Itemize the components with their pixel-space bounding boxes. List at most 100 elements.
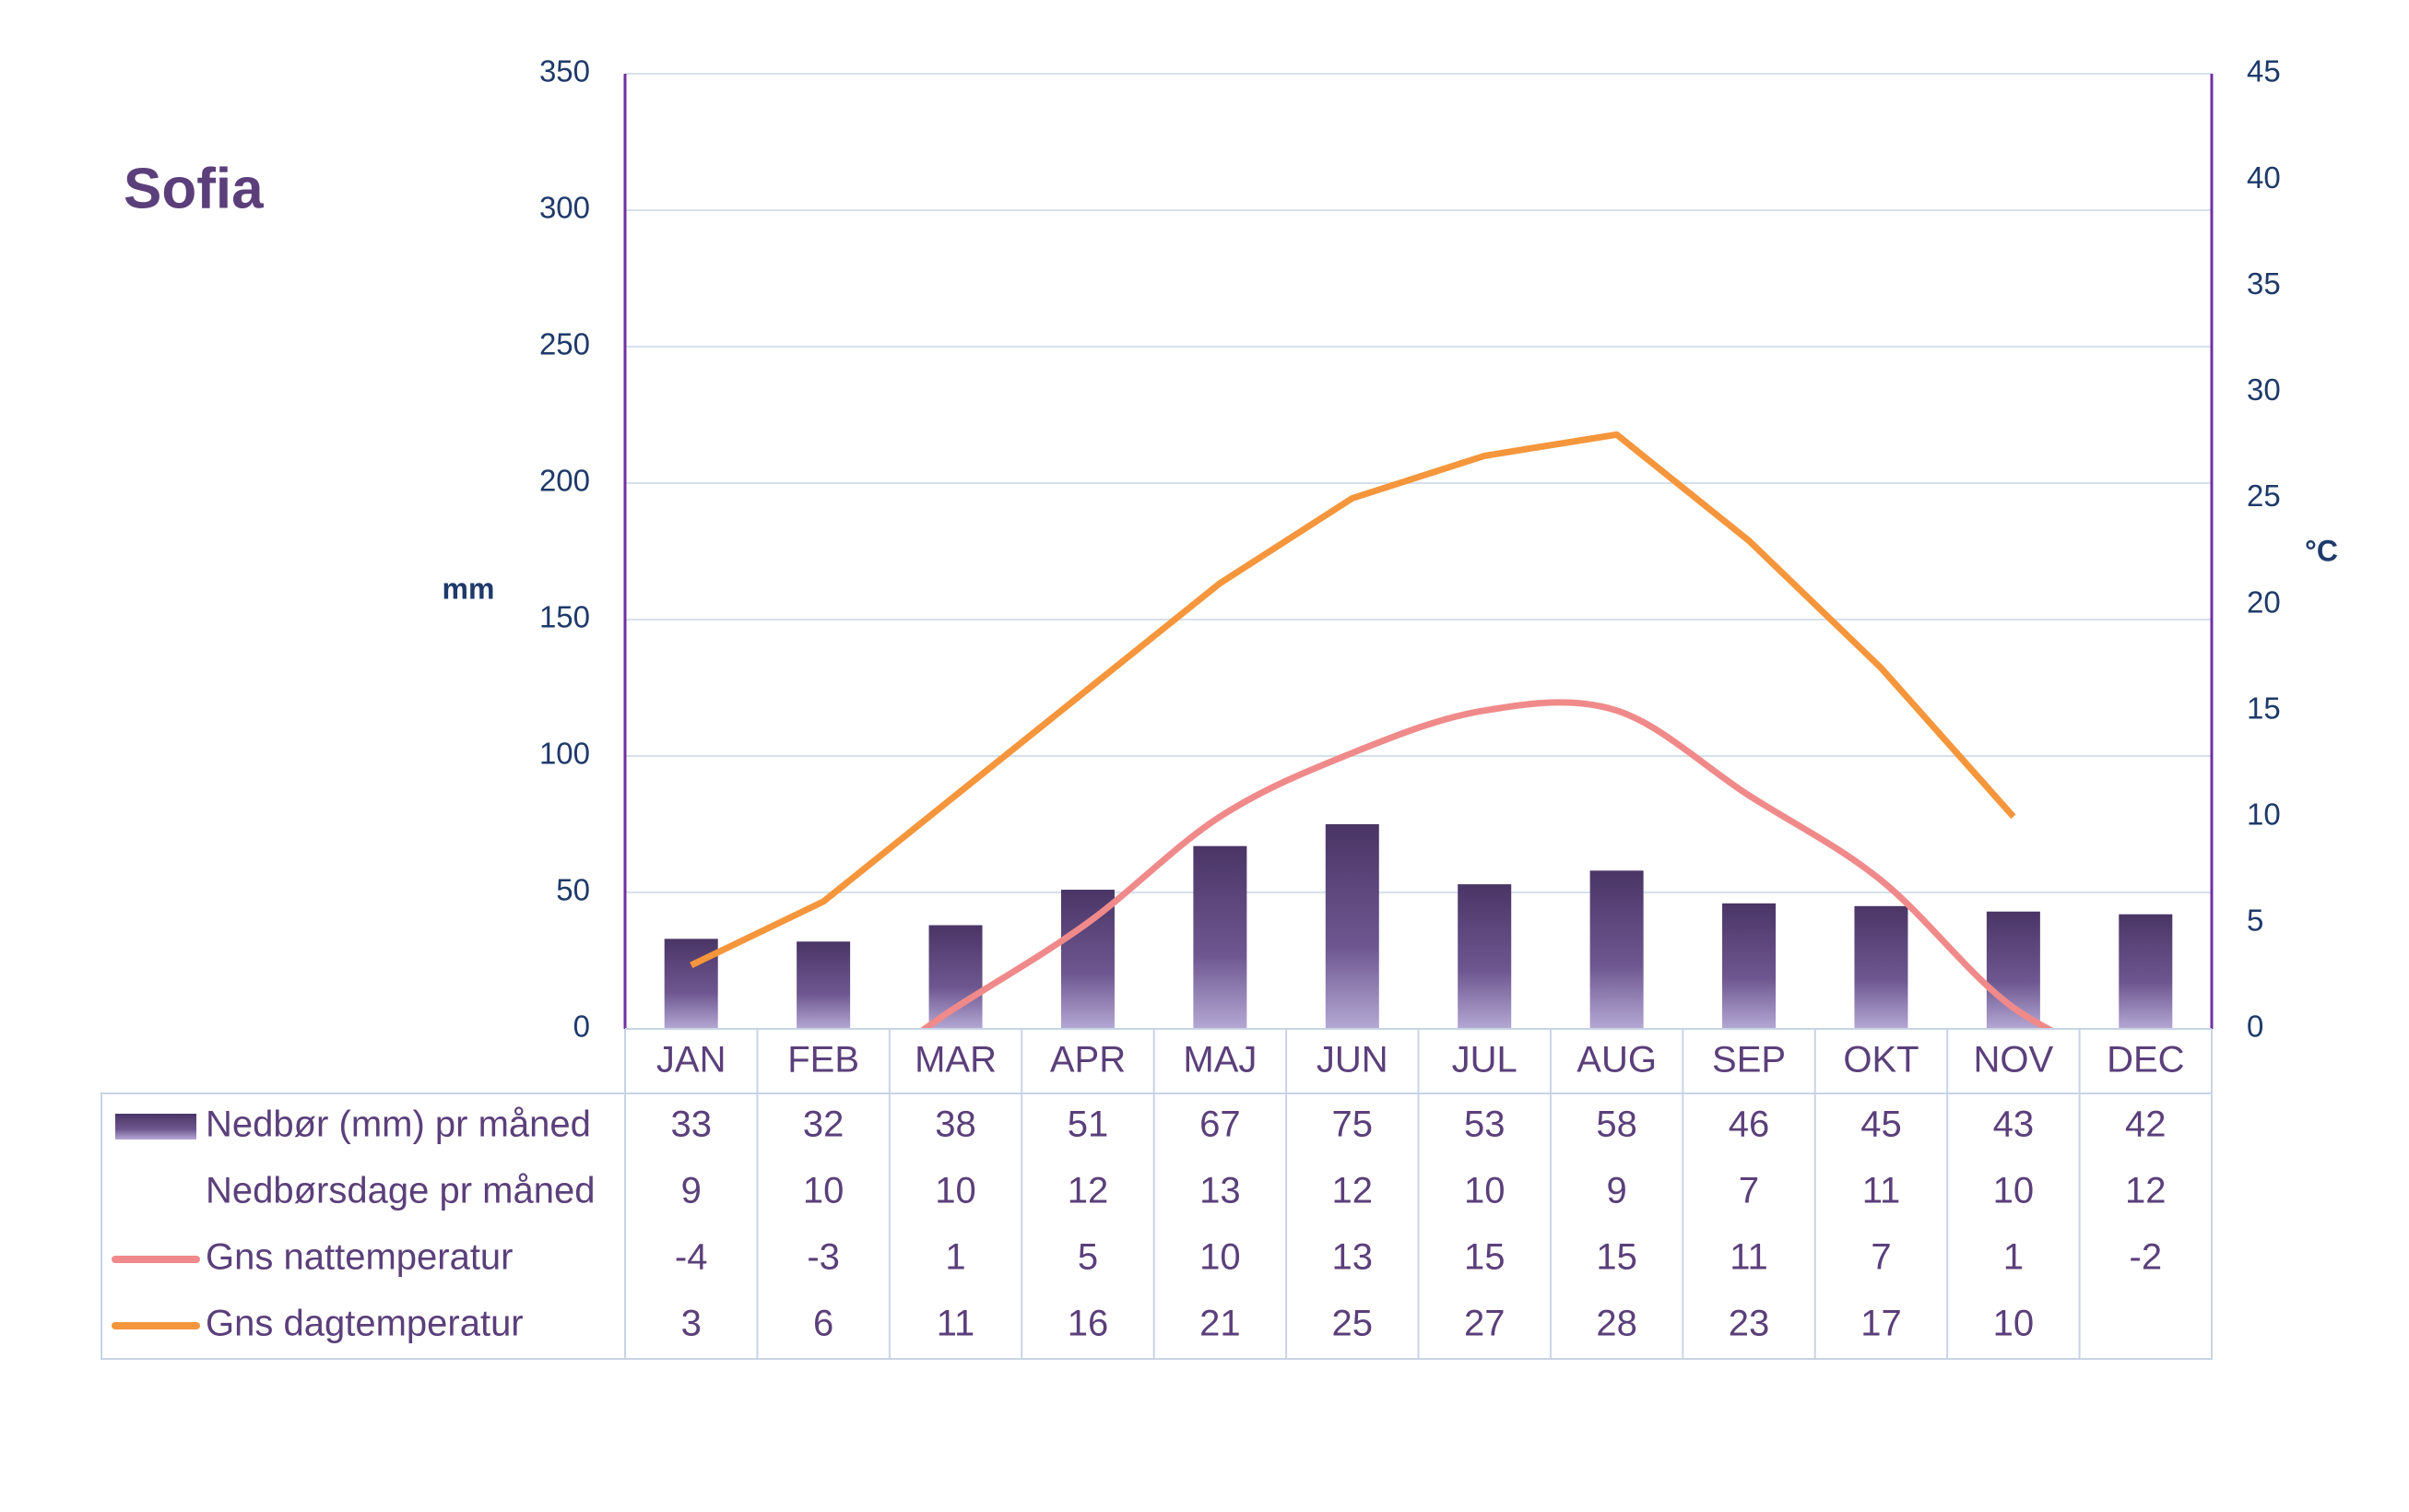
table-value: 10 (1993, 1304, 2035, 1344)
x-tick-label: JAN (656, 1040, 726, 1081)
table-value: 5 (1078, 1237, 1098, 1278)
y-tick-label: 250 (539, 327, 590, 361)
y-tick-label: 350 (539, 54, 590, 89)
x-tick-label: AUG (1576, 1040, 1657, 1081)
y-tick-label: 0 (573, 1010, 590, 1044)
y2-tick-label: 10 (2247, 797, 2281, 831)
table-value: 11 (1730, 1237, 1768, 1278)
table-value: 23 (1729, 1304, 1770, 1344)
legend-swatch (115, 1114, 196, 1140)
x-tick-label: APR (1050, 1040, 1126, 1081)
table-value: 15 (1596, 1237, 1637, 1278)
y-tick-label: 100 (539, 737, 590, 771)
table-value: 27 (1464, 1304, 1506, 1344)
bar (797, 941, 851, 1029)
x-tick-label: DEC (2107, 1040, 2184, 1081)
table-value: 13 (1199, 1171, 1241, 1211)
y2-tick-label: 35 (2247, 266, 2281, 301)
x-tick-label: JUN (1317, 1040, 1388, 1081)
table-value: 13 (1332, 1237, 1374, 1278)
table-value: 15 (1464, 1237, 1506, 1278)
x-tick-label: SEP (1712, 1040, 1786, 1081)
table-value: 46 (1729, 1104, 1770, 1145)
table-value: -2 (2130, 1237, 2163, 1278)
data-table: JAN FEB MAR APR MAJ JUN JUL AUG SEP OKT NOV DEC Nedb… (100, 1028, 2213, 1360)
legend-label: Nedbør (mm) pr måned (206, 1104, 591, 1145)
table-value: 3 (681, 1304, 702, 1344)
y-tick-label: 300 (539, 191, 590, 225)
table-value: 16 (1068, 1304, 1109, 1344)
lines (690, 431, 2056, 1029)
table-value: 33 (670, 1104, 712, 1145)
y2-tick-label: 5 (2247, 904, 2263, 938)
table-value: 10 (803, 1171, 844, 1211)
y2-tick-label: 25 (2247, 478, 2281, 513)
y-axis-label: mm (443, 572, 495, 605)
x-tick-label: NOV (1974, 1040, 2054, 1081)
x-tick-label: MAJ (1183, 1040, 1257, 1081)
y-tick-label: 50 (556, 873, 590, 907)
table-value: 75 (1332, 1104, 1374, 1145)
bar (1854, 905, 1908, 1029)
bar (1325, 824, 1379, 1029)
bar (1193, 845, 1247, 1029)
legend-label: Nedbørsdage pr måned (206, 1171, 595, 1211)
table-value: 9 (681, 1171, 702, 1211)
line (918, 699, 2056, 1029)
bar (1589, 870, 1644, 1029)
table-value: 42 (2125, 1104, 2167, 1145)
table-value: 43 (1993, 1104, 2035, 1145)
table-value: 10 (1993, 1171, 2035, 1211)
table-value: 10 (1464, 1171, 1506, 1211)
table-value: 10 (1199, 1237, 1241, 1278)
table-value: 25 (1332, 1304, 1374, 1344)
x-tick-label: JUL (1452, 1040, 1517, 1081)
y2-axis-label: °C (2305, 534, 2338, 567)
y2-tick-label: 20 (2247, 585, 2281, 619)
bar (1722, 903, 1777, 1029)
table-value: 10 (935, 1171, 976, 1211)
y-tick-label: 150 (539, 600, 590, 634)
table-value: 7 (1871, 1237, 1891, 1278)
x-tick-label: FEB (787, 1040, 859, 1081)
legend-label: Gns dagtemperatur (206, 1304, 524, 1344)
y2-tick-label: 0 (2247, 1010, 2263, 1044)
y2-tick-label: 45 (2247, 54, 2281, 89)
table-value: 32 (803, 1104, 844, 1145)
table-value: 21 (1199, 1304, 1241, 1344)
line (690, 431, 2016, 969)
x-tick-label: OKT (1843, 1040, 1919, 1081)
table-value: 11 (1862, 1171, 1901, 1211)
table-value: 58 (1596, 1104, 1637, 1145)
y2-tick-label: 30 (2247, 372, 2281, 407)
table-value: 53 (1464, 1104, 1506, 1145)
table-value: 12 (1068, 1171, 1109, 1211)
y2-tick-label: 15 (2247, 691, 2281, 725)
table-value: 9 (1607, 1171, 1627, 1211)
table-value: 1 (945, 1237, 965, 1278)
table-value: 7 (1739, 1171, 1759, 1211)
table-value: 12 (2125, 1171, 2167, 1211)
legend-label: Gns nattemperatur (206, 1237, 514, 1278)
table-value: 28 (1596, 1304, 1637, 1344)
bar (2119, 914, 2173, 1029)
grid (625, 73, 2212, 1030)
table-value: 1 (2003, 1237, 2024, 1278)
table-value: 11 (937, 1304, 975, 1344)
table-value: 51 (1068, 1104, 1109, 1145)
bar (1458, 884, 1512, 1029)
chart-title: Sofia (124, 157, 264, 220)
bar (928, 925, 983, 1029)
bars (664, 824, 2173, 1029)
axes: 0 50 100 150 200 250 300 350 0 5 10 15 20 25 30 35 40 45 (539, 54, 2281, 1044)
table-value: 17 (1860, 1304, 1902, 1344)
table-value: 12 (1332, 1171, 1374, 1211)
table-value: -3 (807, 1237, 840, 1278)
y2-tick-label: 40 (2247, 160, 2281, 195)
bar (664, 939, 718, 1029)
table-value: 67 (1199, 1104, 1241, 1145)
table-value: 6 (813, 1304, 833, 1344)
table-value: 38 (935, 1104, 976, 1145)
table-value: 45 (1860, 1104, 1902, 1145)
